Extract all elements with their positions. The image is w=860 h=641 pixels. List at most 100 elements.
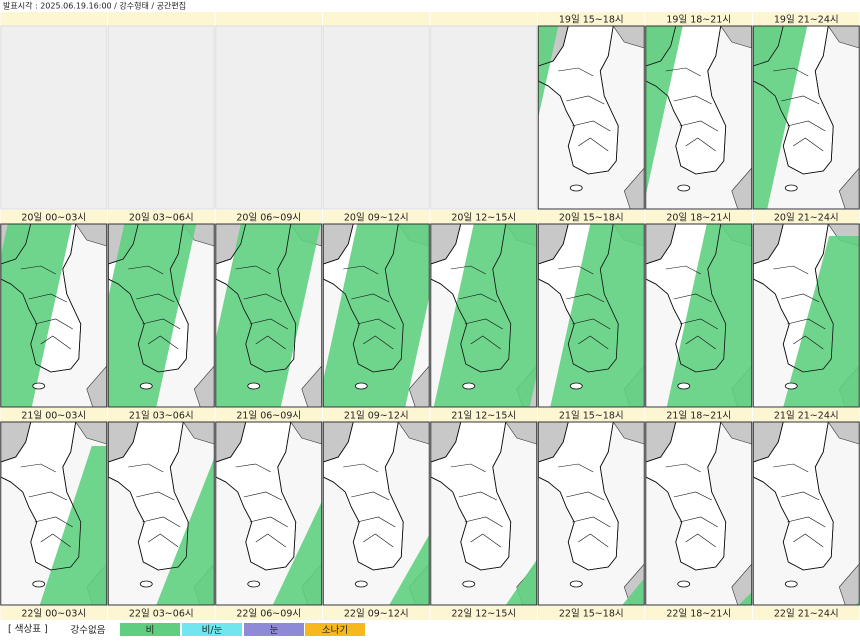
- province-lines: [20, 265, 73, 350]
- cell-border: [430, 421, 538, 606]
- map: [215, 422, 322, 605]
- land-russia: [505, 422, 537, 445]
- province-lines: [450, 463, 503, 548]
- time-label: 20일 21~24시: [774, 213, 839, 224]
- province-lines: [128, 265, 181, 350]
- land-japan: [86, 365, 107, 407]
- time-label-bg: [215, 408, 322, 422]
- map-cell: [537, 25, 645, 210]
- korea-outline: [108, 224, 189, 373]
- map-cell: [215, 421, 323, 606]
- time-label: 20일 06~09시: [236, 213, 301, 224]
- legend-swatch: [244, 623, 304, 636]
- map: [753, 26, 860, 209]
- province-lines: [558, 265, 611, 350]
- cell-border: [322, 223, 430, 408]
- jeju: [784, 580, 798, 588]
- korea-outline: [108, 422, 189, 571]
- province-lines: [773, 463, 826, 548]
- legend-label: 소나기: [322, 625, 348, 636]
- jeju: [569, 382, 583, 390]
- map-cell: [0, 25, 108, 210]
- empty-cell: [322, 25, 430, 210]
- map: [538, 224, 645, 407]
- map: [108, 224, 215, 407]
- time-label-bg: [753, 210, 860, 224]
- time-label: 19일 21~24시: [774, 15, 839, 26]
- province-lines: [343, 265, 396, 350]
- rain-area: [323, 224, 430, 407]
- land-russia: [397, 422, 430, 445]
- map: [538, 26, 645, 209]
- province-lines: [665, 265, 718, 350]
- time-label-bg: [538, 606, 645, 620]
- time-label-bg: [645, 408, 752, 422]
- time-label-bg: [430, 12, 537, 26]
- time-label-bg: [0, 12, 107, 26]
- cell-border: [537, 25, 645, 210]
- time-label-bg: [753, 408, 860, 422]
- time-label: 22일 03~06시: [129, 609, 194, 620]
- time-label-bg: [538, 210, 645, 224]
- rain-area: [783, 236, 860, 407]
- jeju: [677, 580, 691, 588]
- korea-outline: [323, 224, 404, 373]
- jeju: [784, 382, 798, 390]
- cell-border: [215, 223, 323, 408]
- rain-area: [645, 26, 683, 196]
- map: [323, 422, 430, 605]
- map-cell: [645, 223, 753, 408]
- province-lines: [235, 463, 288, 548]
- time-label: 22일 06~09시: [236, 609, 301, 620]
- map: [0, 224, 107, 407]
- legend-title: [ 색상표 ]: [8, 624, 48, 635]
- land-japan: [301, 365, 322, 407]
- korea-outline: [645, 224, 727, 373]
- cell-border: [752, 25, 860, 210]
- korea-outline: [538, 224, 619, 373]
- korea-outline: [538, 26, 619, 175]
- time-label-bg: [0, 408, 107, 422]
- jeju: [677, 184, 691, 192]
- time-label: 21일 09~12시: [344, 411, 409, 422]
- time-label: 21일 03~06시: [129, 411, 194, 422]
- time-label: 21일 12~15시: [451, 411, 516, 422]
- time-label: 20일 18~21시: [666, 213, 731, 224]
- cell-border: [0, 223, 108, 408]
- korea-outline: [215, 422, 297, 571]
- time-label: 20일 15~18시: [559, 213, 624, 224]
- province-lines: [558, 67, 611, 152]
- jeju: [139, 580, 153, 588]
- cell-border: [537, 421, 645, 606]
- map-cell: [0, 421, 108, 606]
- land-japan: [731, 167, 752, 209]
- map-cell: [752, 25, 860, 210]
- map: [538, 422, 645, 605]
- map: [645, 422, 752, 605]
- map: [215, 224, 322, 407]
- cell-border: [107, 421, 215, 606]
- time-label-bg: [108, 408, 215, 422]
- time-label-bg: [108, 12, 215, 26]
- cell-border: [645, 421, 753, 606]
- rain-area: [550, 224, 645, 407]
- rain-area: [272, 501, 322, 605]
- land-russia: [612, 422, 645, 445]
- land-russia: [720, 26, 752, 49]
- time-label: 22일 09~12시: [344, 609, 409, 620]
- time-label-bg: [0, 210, 107, 224]
- legend-swatch: [182, 623, 242, 636]
- cell-border: [107, 223, 215, 408]
- province-lines: [128, 463, 181, 548]
- map-cell: [537, 223, 645, 408]
- jeju: [569, 184, 583, 192]
- time-label-bg: [430, 408, 537, 422]
- header-text: 발표시각 : 2025.06.19.16:00 / 강수형태 / 공간편집: [3, 1, 186, 11]
- province-lines: [235, 265, 288, 350]
- time-label: 21일 06~09시: [236, 411, 301, 422]
- map-cell: [645, 25, 753, 210]
- map-cell: [430, 223, 538, 408]
- rain-area: [753, 26, 808, 209]
- time-label: 19일 15~18시: [559, 15, 624, 26]
- province-lines: [20, 463, 73, 548]
